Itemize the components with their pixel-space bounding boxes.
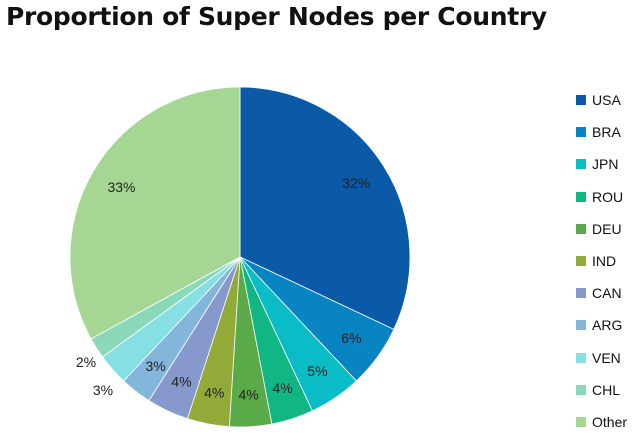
legend-item-usa: USA (576, 84, 627, 116)
legend-label-can: CAN (592, 285, 622, 302)
chart-legend: USA BRA JPN ROU DEU IND CAN ARG VEN CHL Other (576, 84, 627, 438)
legend-label-chl: CHL (592, 381, 621, 398)
chart-title: Proportion of Super Nodes per Country (6, 2, 547, 31)
data-label-usa: 32% (342, 175, 370, 191)
legend-swatch-jpn (576, 159, 586, 170)
data-label-bra: 6% (341, 330, 361, 346)
legend-label-ind: IND (592, 253, 617, 270)
legend-swatch-arg (576, 320, 586, 331)
legend-item-arg: ARG (576, 309, 627, 341)
data-label-chl: 2% (76, 354, 96, 370)
legend-label-ven: VEN (592, 349, 621, 366)
data-label-ven: 3% (93, 382, 113, 398)
legend-swatch-can (576, 288, 586, 299)
legend-item-bra: BRA (576, 116, 627, 148)
legend-item-ven: VEN (576, 342, 627, 374)
pie-slice-other (69, 86, 241, 340)
legend-label-rou: ROU (592, 188, 624, 205)
data-label-jpn: 5% (307, 363, 327, 379)
data-label-ind: 4% (204, 384, 224, 400)
legend-label-other: Other (592, 413, 628, 430)
data-label-rou: 4% (272, 380, 292, 396)
legend-item-deu: DEU (576, 213, 627, 245)
data-label-can: 4% (171, 374, 191, 390)
legend-label-deu: DEU (592, 220, 622, 237)
data-label-deu: 4% (238, 386, 258, 402)
legend-item-chl: CHL (576, 374, 627, 406)
legend-label-jpn: JPN (592, 156, 619, 173)
legend-label-bra: BRA (592, 124, 621, 141)
legend-item-rou: ROU (576, 181, 627, 213)
legend-swatch-usa (576, 95, 586, 106)
data-label-arg: 3% (145, 358, 165, 374)
pie-slice-usa (239, 86, 411, 330)
legend-label-arg: ARG (592, 317, 623, 334)
legend-swatch-chl (576, 384, 586, 395)
legend-swatch-ind (576, 256, 586, 267)
legend-item-jpn: JPN (576, 148, 627, 180)
legend-swatch-bra (576, 127, 586, 138)
legend-item-can: CAN (576, 277, 627, 309)
data-label-other: 33% (107, 179, 135, 195)
legend-item-ind: IND (576, 245, 627, 277)
legend-swatch-deu (576, 223, 586, 234)
legend-item-other: Other (576, 406, 627, 438)
legend-swatch-other (576, 416, 586, 427)
legend-swatch-ven (576, 352, 586, 363)
legend-label-usa: USA (592, 92, 621, 109)
legend-swatch-rou (576, 191, 586, 202)
